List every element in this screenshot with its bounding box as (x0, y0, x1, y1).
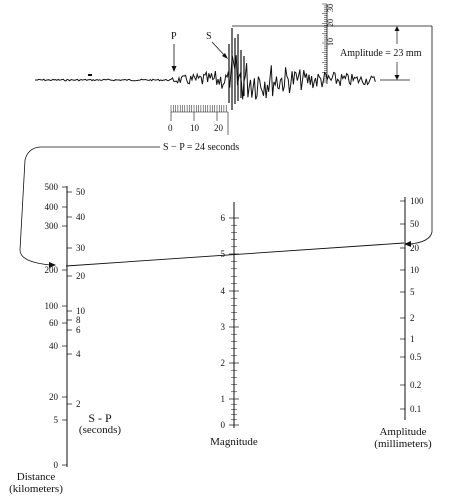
distance-tick-label: 500 (45, 182, 59, 192)
distance-tick-label: 0 (54, 460, 59, 470)
amplitude-tick-label: 0.5 (410, 352, 422, 362)
ruler-tick-30: 30 (326, 4, 335, 12)
magnitude-tick-label: 1 (221, 394, 226, 404)
distance-scale-label-line1: Distance (16, 471, 56, 483)
magnitude-tick-label: 4 (221, 286, 226, 296)
seismogram: P S 10 20 30 Amplitude = 23 mm 0 10 20 S… (35, 3, 432, 153)
sp-scale-label: S - P (seconds) (70, 412, 130, 436)
ruler-tick-10: 10 (326, 38, 335, 46)
magnitude-tick-label: 6 (221, 213, 226, 223)
amplitude-tick-label: 2 (410, 313, 415, 323)
sp-tick-label: 6 (76, 325, 81, 335)
amplitude-label: Amplitude = 23 mm (340, 48, 422, 59)
distance-tick-label: 100 (45, 301, 59, 311)
magnitude-tick-label: 0 (221, 420, 226, 430)
distance-tick-label: 200 (45, 265, 59, 275)
trace-mark (88, 74, 92, 76)
sp-result-label: S − P = 24 seconds (163, 142, 239, 153)
sp-tick-label: 10 (76, 306, 86, 316)
amplitude-tick-label: 10 (410, 265, 420, 275)
amplitude-tick-label: 50 (410, 219, 420, 229)
amplitude-scale-label: Amplitude (millimeters) (355, 426, 451, 450)
amplitude-tick-label: 0.1 (410, 404, 421, 414)
distance-tick-label: 20 (49, 392, 59, 402)
s-wave-arrowhead (222, 53, 228, 59)
sp-tick-label: 4 (76, 349, 81, 359)
sp-tick-label: 2 (76, 399, 81, 409)
time-tick-20: 20 (214, 123, 224, 133)
amplitude-connector-arrowhead (404, 241, 411, 247)
magnitude-tick-label: 5 (221, 249, 226, 259)
distance-scale-label-line2: (kilometers) (9, 483, 63, 495)
s-wave-label: S (206, 31, 212, 42)
amplitude-tick-label: 1 (410, 334, 415, 344)
sp-tick-label: 40 (76, 212, 86, 222)
amplitude-scale-label-line1: Amplitude (379, 426, 427, 438)
time-scale (170, 105, 229, 135)
amplitude-tick-label: 5 (410, 287, 415, 297)
amplitude-arrowhead (394, 26, 400, 31)
amplitude-tick-label: 0.2 (410, 380, 421, 390)
distance-tick-label: 300 (45, 221, 59, 231)
magnitude-tick-label: 2 (221, 358, 226, 368)
sp-scale-label-line1: S - P (88, 411, 112, 425)
distance-tick-label: 5 (54, 415, 59, 425)
sp-tick-label: 50 (76, 187, 86, 197)
amplitude-ruler (322, 3, 328, 84)
amplitude-tick-label: 100 (410, 196, 424, 206)
sp-tick-label: 30 (76, 243, 86, 253)
distance-tick-label: 60 (49, 318, 59, 328)
amplitude-arrowhead (394, 75, 400, 80)
p-wave-arrowhead (171, 66, 177, 72)
magnitude-scale-label: Magnitude (210, 436, 258, 448)
distance-tick-label: 400 (45, 202, 59, 212)
sp-connector-arrowhead (49, 262, 56, 268)
amplitude-scale-label-line2: (millimeters) (374, 438, 432, 450)
amplitude-tick-label: 20 (410, 243, 420, 253)
ruler-tick-20: 20 (326, 19, 335, 27)
sp-connector-curve (19, 146, 160, 266)
amplitude-connector-curve (409, 26, 433, 245)
p-wave-label: P (171, 31, 177, 42)
nomogram-scales: 5004003002001006040205050403020108642654… (45, 182, 425, 470)
distance-tick-label: 40 (49, 341, 59, 351)
sp-tick-label: 20 (76, 271, 86, 281)
distance-scale-label: Distance (kilometers) (0, 471, 72, 495)
time-tick-0: 0 (168, 123, 173, 133)
time-tick-10: 10 (190, 123, 200, 133)
sp-tick-label: 8 (76, 315, 81, 325)
sp-scale-label-line2: (seconds) (78, 424, 122, 436)
result-line (65, 242, 405, 267)
magnitude-tick-label: 3 (221, 322, 226, 332)
seismogram-trace (35, 55, 376, 100)
